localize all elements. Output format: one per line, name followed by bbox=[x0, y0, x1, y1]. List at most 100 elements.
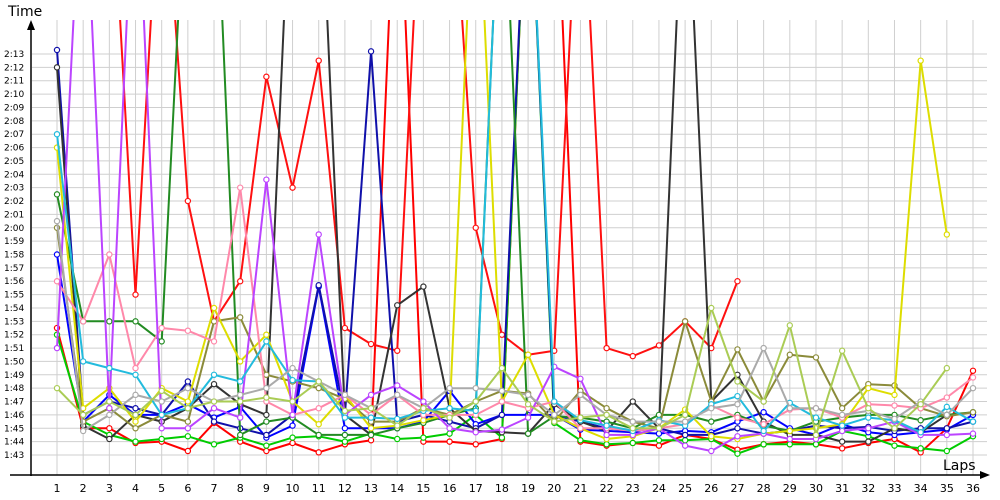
data-point bbox=[158, 338, 165, 345]
data-point bbox=[498, 331, 506, 338]
x-tick-label: 24 bbox=[652, 482, 666, 495]
data-point bbox=[865, 405, 872, 412]
x-tick-label: 21 bbox=[573, 482, 587, 495]
data-point bbox=[472, 429, 479, 436]
data-point bbox=[681, 431, 689, 439]
data-point bbox=[577, 414, 584, 421]
data-point bbox=[655, 442, 663, 449]
data-point bbox=[367, 414, 375, 421]
series-8 bbox=[53, 224, 977, 432]
data-point bbox=[498, 398, 506, 405]
y-tick-label: 1:46 bbox=[4, 411, 24, 421]
data-point bbox=[210, 405, 218, 412]
data-point bbox=[158, 387, 165, 395]
data-point bbox=[760, 344, 767, 352]
data-point bbox=[289, 422, 296, 429]
x-tick-label: 28 bbox=[757, 482, 771, 495]
data-point bbox=[184, 197, 192, 205]
series-12 bbox=[53, 20, 977, 436]
data-point bbox=[263, 394, 270, 401]
data-point bbox=[734, 346, 741, 353]
x-tick-label: 34 bbox=[914, 482, 928, 495]
x-tick-label: 33 bbox=[887, 482, 901, 495]
data-point bbox=[315, 57, 322, 64]
data-point bbox=[367, 431, 375, 439]
y-tick-label: 1:53 bbox=[4, 317, 24, 327]
data-point bbox=[472, 441, 479, 448]
data-point bbox=[315, 449, 322, 456]
data-point bbox=[315, 384, 322, 392]
data-point bbox=[184, 418, 192, 425]
data-point bbox=[760, 398, 767, 405]
data-point bbox=[341, 407, 349, 415]
x-tick-label: 16 bbox=[443, 482, 457, 495]
data-point bbox=[289, 411, 296, 419]
data-point bbox=[341, 431, 349, 439]
data-point bbox=[394, 435, 401, 443]
data-point bbox=[236, 391, 244, 399]
data-point bbox=[315, 431, 322, 439]
data-point bbox=[184, 378, 192, 385]
data-point bbox=[786, 427, 794, 435]
y-tick-label: 2:13 bbox=[4, 50, 24, 60]
y-tick-label: 1:52 bbox=[4, 331, 24, 341]
data-point bbox=[655, 342, 663, 349]
data-point bbox=[210, 441, 218, 448]
data-point bbox=[263, 442, 270, 449]
series-4 bbox=[53, 251, 977, 441]
x-tick-label: 36 bbox=[966, 482, 980, 495]
data-point bbox=[132, 364, 139, 372]
data-point bbox=[917, 401, 924, 408]
y-tick-label: 2:05 bbox=[4, 157, 24, 167]
data-point bbox=[132, 405, 139, 412]
data-point bbox=[734, 392, 741, 400]
data-point bbox=[236, 278, 244, 285]
data-point bbox=[943, 364, 951, 372]
data-point bbox=[420, 283, 427, 290]
data-point bbox=[210, 398, 218, 405]
x-tick-labels: 1 2 3 4 5 6 7 8 9 10 11 12 13 14 15 16 17 18 19 20 21 22 23 24 2… bbox=[54, 482, 981, 495]
data-point bbox=[498, 387, 506, 395]
data-point bbox=[603, 411, 610, 419]
x-tick-label: 20 bbox=[547, 482, 561, 495]
data-point bbox=[708, 433, 715, 440]
data-point bbox=[289, 439, 296, 447]
data-point bbox=[577, 425, 584, 432]
y-tick-label: 2:01 bbox=[4, 210, 24, 220]
data-point bbox=[498, 411, 506, 419]
data-point bbox=[315, 378, 322, 385]
data-point bbox=[629, 425, 636, 432]
data-point bbox=[734, 414, 741, 421]
data-point bbox=[210, 380, 218, 388]
data-point bbox=[812, 441, 820, 448]
data-point bbox=[446, 414, 453, 421]
data-point bbox=[158, 398, 165, 405]
data-point bbox=[943, 447, 951, 455]
series-13 bbox=[53, 217, 977, 435]
data-point bbox=[812, 431, 820, 439]
y-tick-label: 1:48 bbox=[4, 384, 24, 394]
data-point bbox=[341, 414, 349, 421]
x-tick-label: 18 bbox=[495, 482, 509, 495]
data-point bbox=[53, 278, 61, 285]
data-point bbox=[210, 304, 218, 312]
data-point bbox=[158, 411, 165, 419]
data-point bbox=[106, 425, 113, 432]
data-point bbox=[394, 391, 401, 399]
y-tick-label: 1:56 bbox=[4, 277, 24, 287]
data-point bbox=[760, 441, 767, 448]
data-point bbox=[734, 450, 741, 457]
data-point bbox=[838, 405, 846, 412]
data-point bbox=[917, 57, 924, 64]
data-point bbox=[53, 46, 61, 54]
data-point bbox=[236, 314, 244, 321]
x-tick-label: 23 bbox=[626, 482, 640, 495]
data-point bbox=[132, 371, 139, 378]
y-tick-label: 2:10 bbox=[4, 90, 24, 100]
data-point bbox=[132, 438, 139, 445]
data-point bbox=[341, 438, 349, 445]
data-point bbox=[524, 391, 532, 399]
y-tick-label: 1:55 bbox=[4, 291, 24, 301]
data-point bbox=[236, 398, 244, 405]
data-point bbox=[394, 302, 401, 309]
